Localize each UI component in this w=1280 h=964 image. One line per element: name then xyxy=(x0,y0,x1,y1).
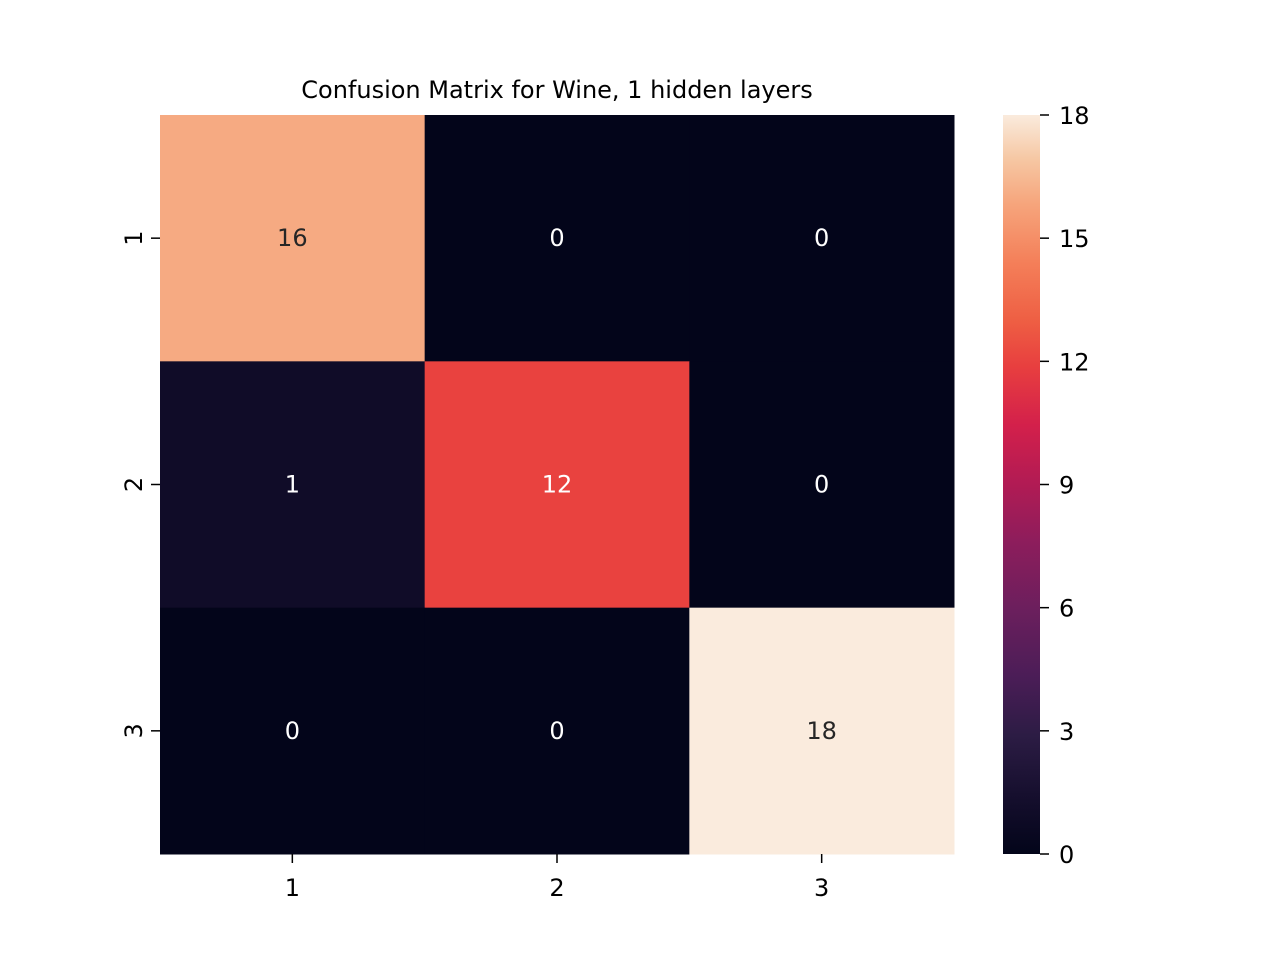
colorbar-tick-label-3: 3 xyxy=(1059,718,1074,746)
cell-value-r1-c3: 0 xyxy=(814,224,829,252)
cell-value-r1-c1: 16 xyxy=(277,224,308,252)
x-tick-label-2: 2 xyxy=(549,874,564,902)
heatmap-cell-r1-c1 xyxy=(160,115,426,362)
cell-value-r3-c2: 0 xyxy=(549,717,564,745)
colorbar-tick-label-15: 15 xyxy=(1059,225,1090,253)
cell-annotations: 16 0 0 1 12 0 0 0 18 xyxy=(277,224,837,745)
x-axis: 1 2 3 xyxy=(285,854,829,902)
y-tick-label-1: 1 xyxy=(120,231,148,246)
heatmap-cell-r3-c1 xyxy=(160,607,426,855)
heatmap-cell-r1-c2 xyxy=(424,115,690,362)
y-tick-label-3: 3 xyxy=(120,723,148,738)
cell-value-r2-c1: 1 xyxy=(285,471,300,499)
heatmap-cell-r2-c3 xyxy=(689,361,955,609)
colorbar-gradient xyxy=(1003,115,1040,854)
heatmap-cell-r3-c2 xyxy=(424,607,690,855)
colorbar-tick-label-0: 0 xyxy=(1059,841,1074,869)
cell-value-r3-c1: 0 xyxy=(285,717,300,745)
x-tick-label-3: 3 xyxy=(814,874,829,902)
colorbar: 0 3 6 9 12 15 18 xyxy=(1003,102,1090,869)
x-tick-label-1: 1 xyxy=(285,874,300,902)
colorbar-tick-label-12: 12 xyxy=(1059,348,1090,376)
cell-value-r2-c2: 12 xyxy=(542,471,573,499)
colorbar-tick-label-18: 18 xyxy=(1059,102,1090,130)
cell-value-r1-c2: 0 xyxy=(549,224,564,252)
cell-value-r3-c3: 18 xyxy=(806,717,837,745)
colorbar-tick-label-9: 9 xyxy=(1059,472,1074,500)
y-tick-label-2: 2 xyxy=(120,477,148,492)
heatmap-cell-r3-c3 xyxy=(689,607,955,855)
heatmap-cell-r1-c3 xyxy=(689,115,955,362)
colorbar-tick-label-6: 6 xyxy=(1059,595,1074,623)
heatmap-cell-r2-c2 xyxy=(424,361,690,609)
chart-title: Confusion Matrix for Wine, 1 hidden laye… xyxy=(301,76,813,104)
colorbar-ticks: 0 3 6 9 12 15 18 xyxy=(1040,102,1090,869)
heatmap-cells xyxy=(160,115,955,855)
heatmap-cell-r2-c1 xyxy=(160,361,426,609)
y-axis: 1 2 3 xyxy=(120,231,160,738)
cell-value-r2-c3: 0 xyxy=(814,471,829,499)
